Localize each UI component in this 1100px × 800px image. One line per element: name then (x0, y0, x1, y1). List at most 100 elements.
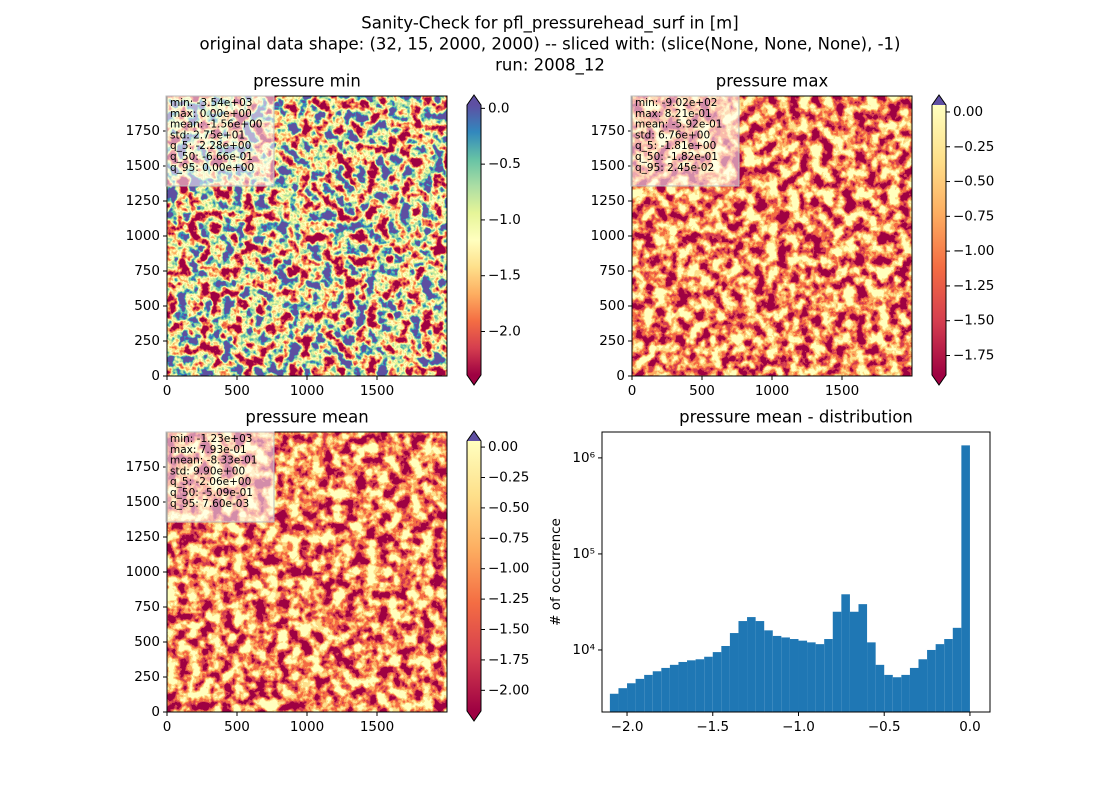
colorbar-tick-label: −0.50 (953, 174, 994, 190)
colorbar-tick-label: −0.5 (488, 156, 521, 172)
stats-line: q_95: 7.60e-03 (170, 498, 249, 510)
stats-line: std: 9.90e+00 (170, 465, 245, 477)
y-tick-label: 750 (134, 599, 160, 615)
y-tick-label: 0 (151, 368, 160, 384)
y-tick-label: 0 (616, 368, 625, 384)
histogram-bar (901, 674, 910, 712)
x-tick-label: 500 (689, 383, 715, 399)
histogram-bar (627, 683, 636, 712)
x-tick-label: 0 (628, 383, 637, 399)
axes-title: pressure mean (245, 408, 368, 427)
histogram-bar (789, 639, 799, 712)
stats-box (165, 95, 275, 187)
suptitle: original data shape: (32, 15, 2000, 2000… (200, 35, 901, 54)
axes-frame (601, 431, 991, 713)
y-tick-label: 250 (599, 333, 625, 349)
axes-title: pressure max (716, 72, 829, 91)
histogram-bar (781, 637, 790, 712)
colorbar-tick-label: −0.75 (488, 530, 529, 546)
x-tick-label: −0.5 (868, 719, 901, 735)
y-tick-label: 250 (134, 669, 160, 685)
x-tick-label: 0.0 (959, 719, 980, 735)
colorbar-tick-label: −1.5 (488, 268, 521, 284)
histogram-bar (884, 674, 893, 712)
histogram-bar (875, 664, 885, 712)
colorbar-extend-over (467, 431, 481, 441)
stats-line: q_50: -1.82e-01 (635, 151, 718, 163)
colorbar-tick-label: −1.75 (953, 348, 994, 364)
colorbar-tick-label: −0.25 (953, 139, 994, 155)
histogram-bar (609, 693, 619, 712)
histogram-bar (652, 671, 662, 712)
histogram-bar (832, 611, 842, 712)
colorbar-tick-label: 0.0 (488, 100, 509, 116)
x-tick-label: 1500 (360, 383, 394, 399)
stats-line: q_50: -6.66e-01 (170, 151, 253, 163)
stats-line: q_95: 0.00e+00 (170, 162, 254, 174)
histogram-bar (918, 659, 928, 712)
y-tick-label: 1500 (126, 158, 160, 174)
colorbar-tick-label: −1.00 (488, 561, 529, 577)
stats-line: mean: -5.92e-01 (635, 119, 722, 131)
colorbar-frame (466, 430, 482, 722)
y-tick-label: 750 (599, 263, 625, 279)
stats-line: max: 7.93e-01 (170, 444, 247, 456)
histogram-bar (764, 630, 773, 712)
y-tick-label: 500 (134, 298, 160, 314)
x-tick-label: 1000 (290, 719, 324, 735)
colorbar-tick-label: −1.75 (488, 652, 529, 668)
histogram-bar (867, 642, 876, 712)
y-tick-label: 1000 (591, 228, 625, 244)
y-tick-label: 1000 (126, 228, 160, 244)
histogram-bar (824, 639, 833, 712)
axes-title: pressure mean - distribution (679, 408, 913, 427)
y-tick-label: 1000 (126, 564, 160, 580)
histogram-bar (892, 677, 902, 712)
y-tick-label: 750 (134, 263, 160, 279)
histogram-bar (849, 611, 859, 712)
y-tick-label: 1750 (591, 123, 625, 139)
colorbar-tick-label: 0.00 (953, 104, 983, 120)
x-tick-label: −1.0 (782, 719, 815, 735)
stats-line: min: -3.54e+03 (170, 97, 252, 109)
histogram-bar (961, 445, 970, 712)
colorbar-tick-label: −2.00 (488, 682, 529, 698)
y-tick-label: 0 (151, 704, 160, 720)
colorbar-tick-label: −1.50 (488, 622, 529, 638)
y-tick-label: 1250 (126, 193, 160, 209)
y-axis-label: # of occurrence (548, 518, 564, 626)
colorbar (932, 105, 946, 375)
stats-line: q_50: -5.09e-01 (170, 487, 253, 499)
stats-line: mean: -1.56e+00 (170, 119, 262, 131)
histogram-bar (695, 659, 705, 712)
histogram-bar (747, 617, 756, 712)
colorbar-tick-label: −0.50 (488, 500, 529, 516)
x-tick-label: 1500 (360, 719, 394, 735)
colorbar-extend-over (467, 95, 481, 105)
colorbar-extend-over (932, 95, 946, 105)
histogram-bar (644, 674, 653, 712)
colorbar-tick-label: −1.25 (488, 591, 529, 607)
y-tick-label: 1250 (591, 193, 625, 209)
x-tick-label: 500 (224, 719, 250, 735)
x-tick-label: 1000 (290, 383, 324, 399)
colorbar-tick-label: −1.00 (953, 243, 994, 259)
histogram-bar (755, 621, 765, 712)
stats-line: std: 2.75e+01 (170, 129, 245, 141)
y-tick-label: 250 (134, 333, 160, 349)
histogram-bar (738, 621, 748, 712)
y-tick-label: 1750 (126, 459, 160, 475)
y-tick-label: 10⁶ (572, 450, 595, 466)
histogram-bar (618, 688, 628, 712)
histogram-bar (721, 645, 730, 712)
x-tick-label: 1000 (755, 383, 789, 399)
colorbar-extend-under (932, 375, 946, 385)
x-tick-label: 0 (163, 719, 172, 735)
histogram-bar (909, 667, 919, 712)
histogram-bar (927, 649, 936, 712)
histogram-bar (798, 640, 808, 712)
histogram-bar (944, 639, 953, 712)
stats-line: max: 8.21e-01 (635, 108, 712, 120)
stats-line: q_95: 2.45e-02 (635, 162, 714, 174)
histogram-bar (858, 604, 868, 712)
